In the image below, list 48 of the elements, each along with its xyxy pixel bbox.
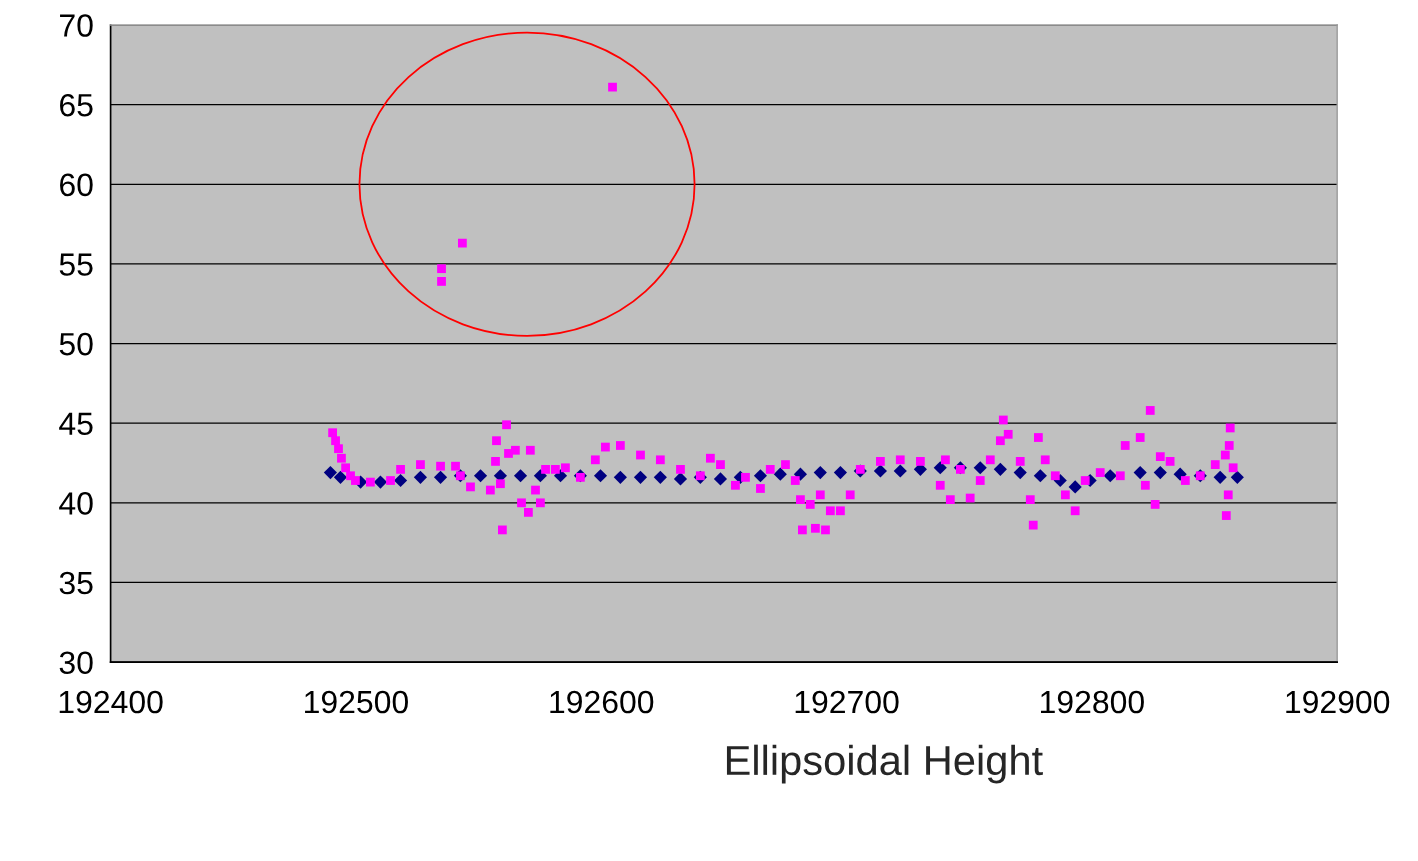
point <box>1133 465 1147 480</box>
point <box>773 467 787 481</box>
x-tick-label: 192800 <box>1041 690 1144 714</box>
point <box>933 461 947 475</box>
point <box>873 464 887 478</box>
point <box>323 465 337 480</box>
point <box>513 469 528 483</box>
point <box>593 469 608 483</box>
point <box>1153 465 1167 480</box>
point <box>713 472 728 486</box>
point <box>753 469 768 483</box>
y-tick-label: 45 <box>59 412 93 436</box>
point <box>373 475 388 489</box>
y-tick-label: 70 <box>60 14 93 37</box>
y-tick-label: 50 <box>59 332 93 356</box>
y-tick-label: 60 <box>60 173 93 197</box>
y-tick-label: 35 <box>59 571 93 595</box>
y-tick-label: 55 <box>59 253 93 276</box>
x-axis-title: Ellipsoidal Height <box>726 744 1043 784</box>
point <box>833 465 847 480</box>
point <box>333 470 348 484</box>
y-tick-label: 30 <box>59 651 93 674</box>
point <box>813 465 827 480</box>
point <box>893 464 907 478</box>
point <box>653 470 667 484</box>
x-tick-label: 192600 <box>550 690 654 714</box>
point <box>413 470 428 484</box>
point <box>993 462 1007 476</box>
x-tick-label: 192900 <box>1286 690 1390 714</box>
point <box>1173 467 1187 481</box>
point <box>1033 469 1047 483</box>
point <box>1213 470 1227 484</box>
point <box>393 473 408 488</box>
point <box>1013 465 1027 480</box>
x-tick-label: 192400 <box>59 690 163 714</box>
point <box>1068 480 1082 494</box>
point <box>433 470 448 484</box>
point <box>673 472 688 486</box>
point <box>1103 469 1117 483</box>
y-tick-label: 40 <box>59 492 93 515</box>
y-tick-label: 65 <box>60 93 93 117</box>
point <box>633 470 648 484</box>
x-tick-label: 192700 <box>795 690 899 714</box>
x-tick-label: 192500 <box>305 690 408 714</box>
point <box>613 470 627 484</box>
point <box>973 461 987 475</box>
point <box>1230 470 1244 484</box>
point <box>473 469 488 483</box>
